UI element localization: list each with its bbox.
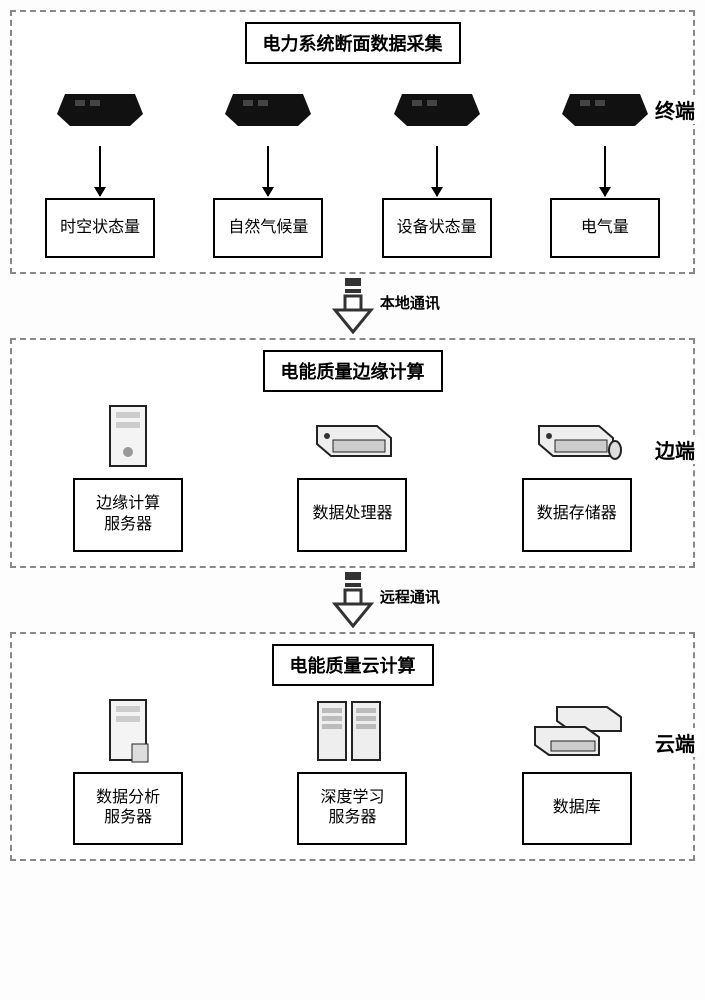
server-tower-small-icon bbox=[98, 696, 158, 766]
device-icon bbox=[55, 74, 145, 144]
connector-label-remote: 远程通讯 bbox=[380, 586, 440, 607]
box-edge-server: 边缘计算 服务器 bbox=[73, 478, 183, 552]
box-equipment: 设备状态量 bbox=[382, 198, 492, 258]
server-double-icon bbox=[527, 696, 627, 766]
connector-remote: 远程通讯 bbox=[10, 572, 695, 628]
arrow-down-icon bbox=[99, 146, 101, 196]
box-analytics-server: 数据分析 服务器 bbox=[73, 772, 183, 846]
connector-label-local: 本地通讯 bbox=[380, 292, 440, 313]
device-icon bbox=[392, 74, 482, 144]
layer-cloud: 云端 电能质量云计算 数据分析 服务器 深度学习 服务器 数据库 bbox=[10, 632, 695, 862]
layer-label-edge: 边端 bbox=[651, 435, 699, 464]
box-dl-server: 深度学习 服务器 bbox=[297, 772, 407, 846]
layer-edge: 边端 电能质量边缘计算 边缘计算 服务器 数据处理器 数据存储器 bbox=[10, 338, 695, 568]
box-data-processor: 数据处理器 bbox=[297, 478, 407, 552]
server-rack-icon bbox=[307, 402, 397, 472]
layer-label-cloud: 云端 bbox=[651, 728, 699, 757]
big-arrow-icon bbox=[329, 572, 377, 628]
device-icon bbox=[560, 74, 650, 144]
arrow-down-icon bbox=[604, 146, 606, 196]
big-arrow-icon bbox=[329, 278, 377, 334]
server-tower-icon bbox=[98, 402, 158, 472]
layer-title-cloud: 电能质量云计算 bbox=[272, 644, 434, 686]
layer-terminal: 终端 电力系统断面数据采集 时空状态量 自然气候量 设备状态量 bbox=[10, 10, 695, 274]
connector-local: 本地通讯 bbox=[10, 278, 695, 334]
server-cluster-icon bbox=[312, 696, 392, 766]
box-spacetime: 时空状态量 bbox=[45, 198, 155, 258]
device-icon bbox=[223, 74, 313, 144]
box-data-storage: 数据存储器 bbox=[522, 478, 632, 552]
server-rack-drive-icon bbox=[529, 402, 624, 472]
layer-title-edge: 电能质量边缘计算 bbox=[263, 350, 443, 392]
arrow-down-icon bbox=[436, 146, 438, 196]
box-climate: 自然气候量 bbox=[213, 198, 323, 258]
edge-boxes: 边缘计算 服务器 数据处理器 数据存储器 bbox=[20, 478, 685, 552]
cloud-boxes: 数据分析 服务器 深度学习 服务器 数据库 bbox=[20, 772, 685, 846]
layer-label-terminal: 终端 bbox=[651, 95, 699, 124]
terminal-row: 时空状态量 自然气候量 设备状态量 电气量 bbox=[20, 74, 685, 258]
edge-icon-row bbox=[20, 402, 685, 472]
layer-title-terminal: 电力系统断面数据采集 bbox=[245, 22, 461, 64]
box-database: 数据库 bbox=[522, 772, 632, 846]
box-electrical: 电气量 bbox=[550, 198, 660, 258]
cloud-icon-row bbox=[20, 696, 685, 766]
arrow-down-icon bbox=[267, 146, 269, 196]
